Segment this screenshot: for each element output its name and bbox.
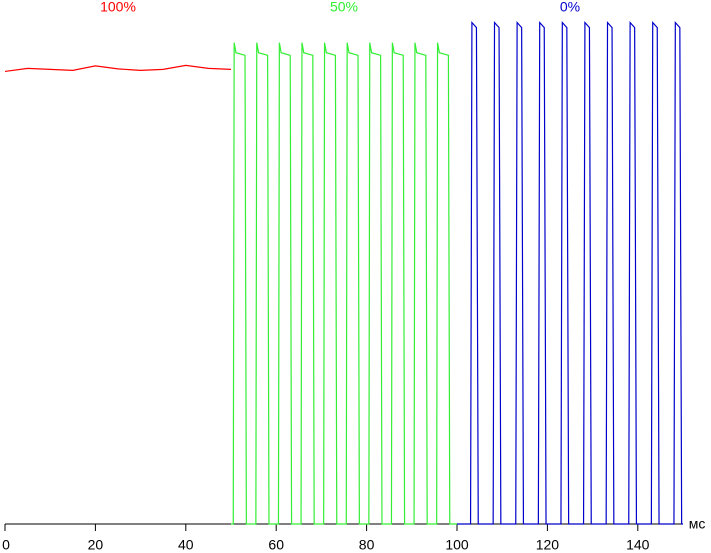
x-tick-label: 80	[359, 537, 375, 553]
x-axis-label: мс	[689, 516, 706, 532]
x-tick-label: 60	[268, 537, 284, 553]
series-line	[457, 20, 683, 525]
series-line	[4, 64, 232, 73]
x-tick-label: 0	[2, 537, 10, 553]
x-tick-label: 40	[178, 537, 194, 553]
series-label: 0%	[560, 0, 580, 15]
x-tick-label: 20	[88, 537, 104, 553]
x-tick-label: 120	[536, 537, 560, 553]
series-label: 50%	[330, 0, 358, 15]
x-tick-label: 100	[445, 537, 469, 553]
series-label: 100%	[100, 0, 136, 15]
x-tick-label: 140	[626, 537, 650, 553]
series-line	[231, 42, 457, 525]
